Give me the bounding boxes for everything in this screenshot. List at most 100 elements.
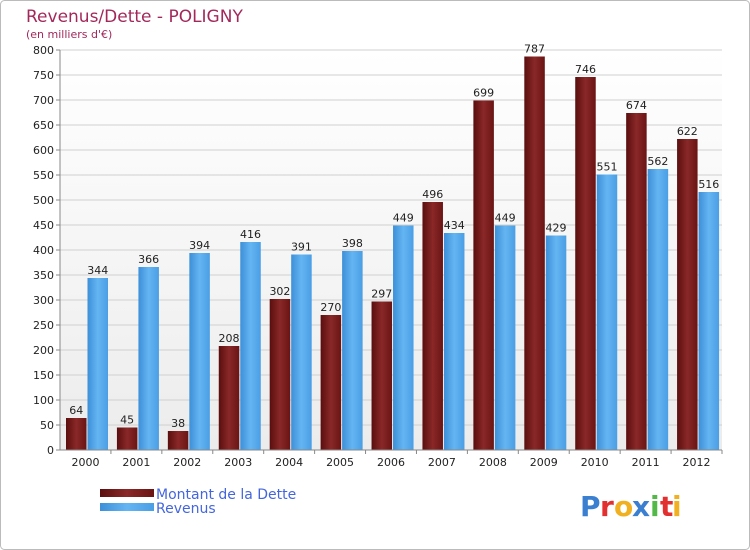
x-tick-label: 2008 (479, 456, 507, 469)
legend-label-dette: Montant de la Dette (156, 487, 296, 503)
data-label: 208 (219, 332, 240, 345)
logo-letter: o (614, 490, 633, 523)
y-tick-label: 400 (33, 244, 54, 257)
bar-revenus (138, 267, 159, 450)
bar-revenus (698, 192, 720, 450)
data-label: 699 (473, 87, 494, 100)
bar-dette (371, 301, 393, 450)
y-tick-label: 350 (33, 269, 54, 282)
logo-letter: r (600, 490, 614, 523)
data-label: 366 (138, 253, 159, 266)
x-tick-label: 2007 (428, 456, 456, 469)
data-label: 562 (647, 155, 668, 168)
chart-title: Revenus/Dette - POLIGNY (26, 7, 243, 27)
data-label: 449 (393, 212, 414, 225)
bar-dette (422, 202, 443, 450)
legend-label-revenus: Revenus (156, 501, 216, 517)
y-tick-label: 500 (33, 194, 54, 207)
y-tick-label: 700 (33, 94, 54, 107)
bars (66, 56, 720, 450)
bar-dette (473, 100, 494, 450)
bar-revenus (291, 254, 312, 450)
bar-revenus (545, 235, 567, 450)
data-label: 302 (269, 285, 290, 298)
data-labels: 64 344 45 366 38 394 208 416 302 391 270 398 297 449 4… (69, 43, 719, 431)
data-label: 429 (546, 222, 567, 235)
bar-revenus (393, 225, 414, 450)
y-tick-label: 800 (33, 44, 54, 57)
x-tick-label: 2000 (71, 456, 99, 469)
data-label: 787 (524, 43, 545, 56)
x-tick-label: 2003 (224, 456, 252, 469)
bar-dette (626, 113, 647, 450)
logo-letter: x (632, 490, 650, 523)
data-label: 394 (189, 239, 210, 252)
data-label: 746 (575, 63, 596, 76)
bar-revenus (494, 225, 516, 450)
data-label: 674 (626, 99, 647, 112)
bar-revenus (647, 169, 669, 450)
y-tick-label: 750 (33, 69, 54, 82)
y-tick-label: 300 (33, 294, 54, 307)
bar-dette (677, 139, 698, 450)
bar-dette (269, 299, 291, 450)
data-label: 622 (677, 125, 698, 138)
y-axis-ticks: 0 50 100 150 200 250 300 350 400 450 500 550 600 650 7… (33, 44, 60, 457)
y-tick-label: 650 (33, 119, 54, 132)
bar-revenus (240, 242, 261, 450)
data-label: 45 (120, 414, 134, 427)
y-tick-label: 200 (33, 344, 54, 357)
bar-dette (167, 431, 189, 450)
logo-letter: t (660, 490, 673, 523)
y-tick-label: 0 (47, 444, 54, 457)
data-label: 391 (291, 241, 312, 254)
bar-dette (116, 427, 138, 450)
bar-dette (524, 56, 545, 450)
y-tick-label: 250 (33, 319, 54, 332)
bar-revenus (342, 251, 363, 450)
x-tick-label: 2004 (275, 456, 303, 469)
bar-revenus (443, 233, 465, 450)
data-label: 449 (495, 212, 516, 225)
logo-letter: P (580, 490, 601, 523)
bar-dette (66, 418, 87, 450)
logo-letter: i (672, 490, 682, 523)
x-tick-label: 2002 (173, 456, 201, 469)
legend-swatch-dette (100, 489, 154, 497)
data-label: 496 (422, 188, 443, 201)
x-tick-label: 2011 (632, 456, 660, 469)
data-label: 398 (342, 237, 363, 250)
bar-revenus (87, 278, 108, 450)
legend-swatch-revenus (100, 503, 154, 511)
x-tick-label: 2005 (326, 456, 354, 469)
data-label: 434 (444, 219, 465, 232)
y-tick-label: 550 (33, 169, 54, 182)
bar-dette (575, 77, 596, 450)
data-label: 38 (171, 417, 185, 430)
x-tick-label: 2012 (683, 456, 711, 469)
x-tick-label: 2001 (122, 456, 150, 469)
y-tick-label: 100 (33, 394, 54, 407)
data-label: 344 (87, 264, 108, 277)
data-label: 297 (371, 288, 392, 301)
data-label: 551 (596, 161, 617, 174)
y-tick-label: 600 (33, 144, 54, 157)
data-label: 270 (320, 301, 341, 314)
data-label: 416 (240, 228, 261, 241)
x-tick-label: 2010 (581, 456, 609, 469)
y-tick-label: 150 (33, 369, 54, 382)
bar-dette (218, 346, 240, 450)
bar-dette (320, 315, 342, 450)
x-tick-label: 2009 (530, 456, 558, 469)
x-tick-label: 2006 (377, 456, 405, 469)
data-label: 516 (698, 178, 719, 191)
legend: Montant de la Dette Revenus (100, 487, 296, 517)
bar-revenus (596, 174, 618, 450)
x-axis-ticks: 2000 2001 2002 2003 2004 2005 2006 2007 2008 2009… (71, 450, 723, 469)
logo-letter: i (650, 490, 660, 523)
data-label: 64 (69, 404, 83, 417)
y-tick-label: 50 (40, 419, 54, 432)
